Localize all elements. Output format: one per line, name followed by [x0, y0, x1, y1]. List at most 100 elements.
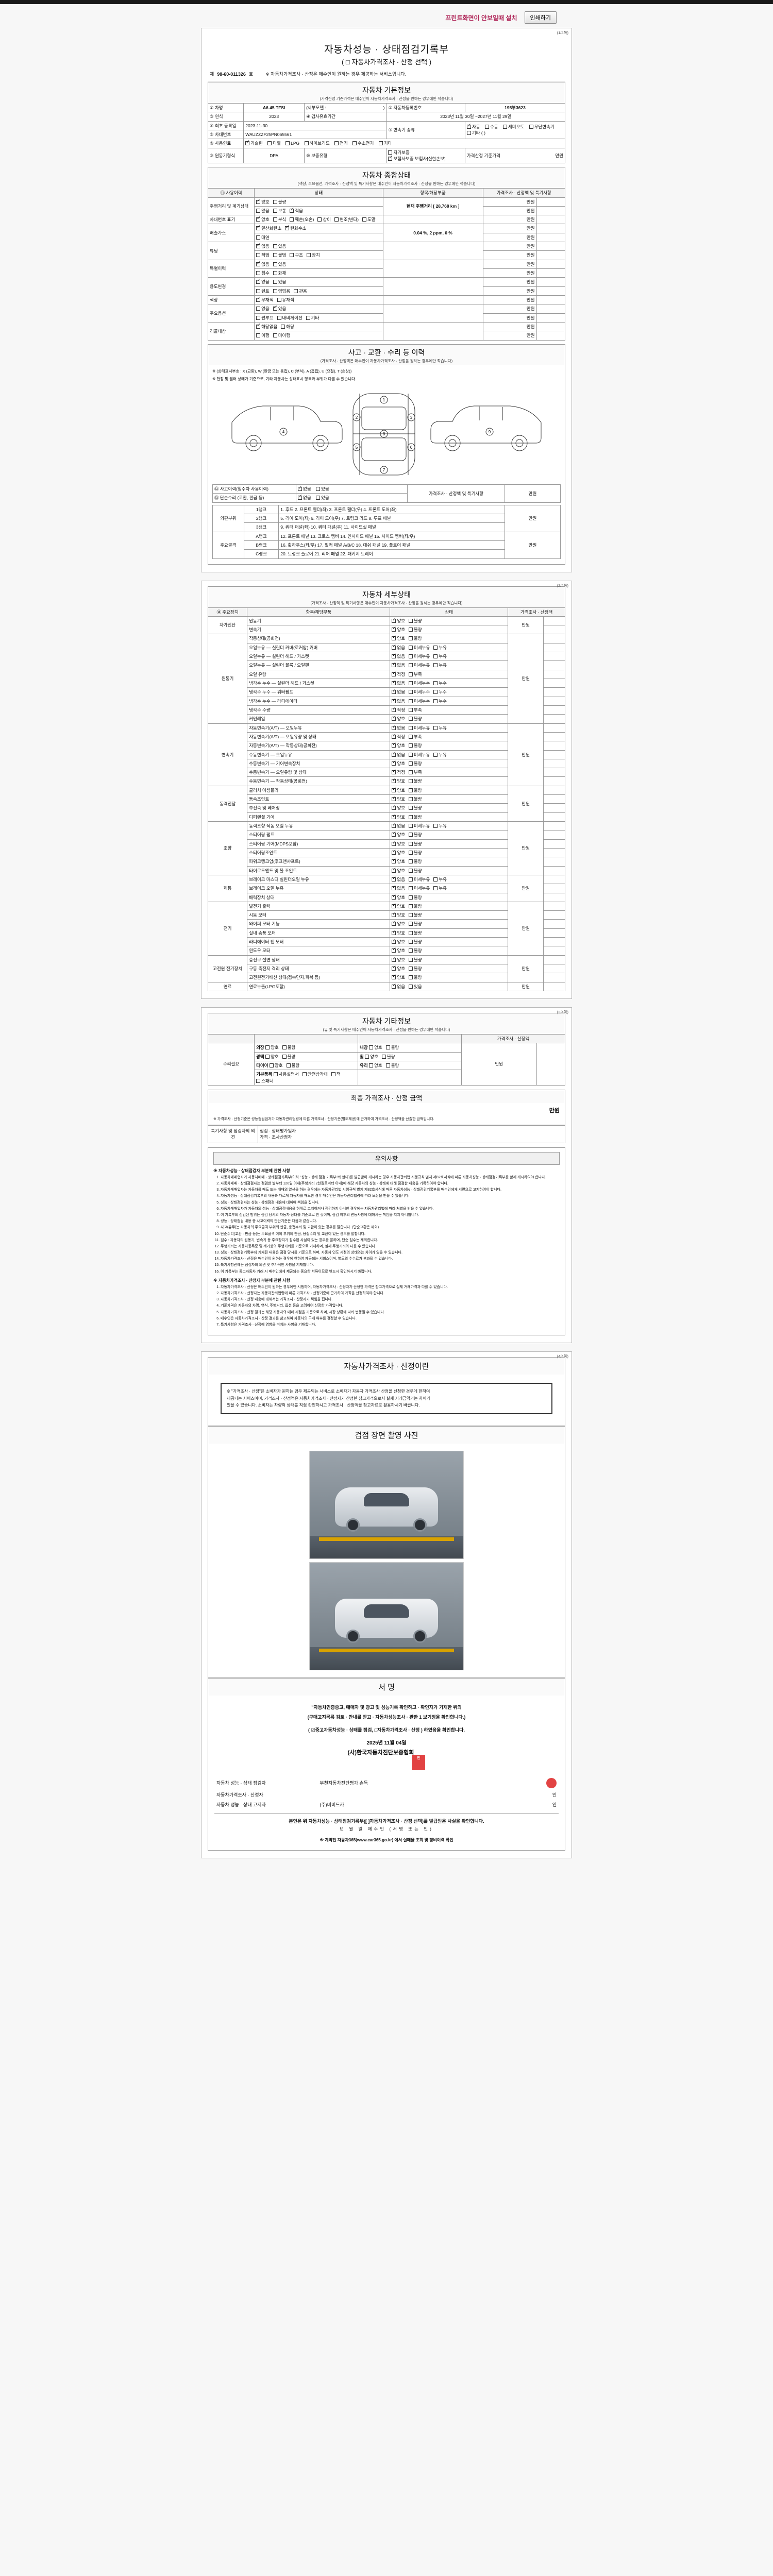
option-누유[interactable]: 누유 [433, 876, 447, 883]
checkbox-icon[interactable] [409, 984, 413, 989]
checkbox-icon[interactable] [392, 733, 396, 739]
detail-note[interactable] [543, 642, 565, 653]
option-장치[interactable]: 장치 [307, 252, 320, 258]
option-없음[interactable]: 없음 [256, 243, 270, 249]
checkbox-icon[interactable] [529, 125, 533, 129]
checkbox-icon[interactable] [316, 496, 321, 500]
option-미세누유[interactable]: 미세누유 [409, 653, 430, 659]
option-없음[interactable]: 없음 [392, 822, 405, 829]
option-썬루프[interactable]: 썬루프 [256, 315, 274, 321]
checkbox-icon[interactable] [392, 769, 396, 775]
checkbox-icon[interactable] [392, 724, 396, 730]
detail-note[interactable] [543, 874, 565, 885]
checkbox-icon[interactable] [388, 150, 393, 155]
checkbox-icon[interactable] [273, 1072, 278, 1077]
option-불량[interactable]: 불량 [409, 716, 422, 722]
option-없음[interactable]: 없음 [392, 724, 405, 731]
checkbox-icon[interactable] [409, 957, 413, 962]
checkbox-icon[interactable] [273, 199, 277, 204]
option-불량[interactable]: 불량 [409, 930, 422, 936]
warranty-insurer[interactable]: 보험사보증 보험사[신한손보] [388, 155, 445, 162]
detail-note[interactable] [543, 714, 565, 724]
detail-note[interactable] [543, 955, 565, 965]
option-무채색[interactable]: 무채색 [256, 296, 274, 303]
checkbox-icon[interactable] [369, 1045, 374, 1050]
opt-manual[interactable]: 수동 [484, 124, 498, 130]
option-양호[interactable]: 양호 [369, 1044, 382, 1050]
option-불량[interactable]: 불량 [409, 805, 422, 811]
option-침수[interactable]: 침수 [256, 270, 270, 276]
option-적음[interactable]: 적음 [290, 207, 303, 214]
checkbox-icon[interactable] [256, 261, 261, 266]
checkbox-icon[interactable] [281, 324, 285, 329]
checkbox-icon[interactable] [409, 654, 413, 659]
option-양호[interactable]: 양호 [369, 1062, 382, 1069]
option-있음[interactable]: 있음 [273, 279, 286, 285]
option-불량[interactable]: 불량 [286, 1062, 299, 1069]
checkbox-icon[interactable] [392, 911, 396, 918]
option-양호[interactable]: 양호 [392, 760, 405, 767]
checkbox-icon[interactable] [409, 967, 413, 971]
option-양호[interactable]: 양호 [392, 795, 405, 802]
checkbox-icon[interactable] [392, 680, 396, 685]
checkbox-icon[interactable] [256, 235, 261, 240]
checkbox-icon[interactable] [409, 770, 413, 775]
option-이행[interactable]: 이행 [256, 332, 270, 338]
option-불량[interactable]: 불량 [409, 618, 422, 624]
checkbox-icon[interactable] [433, 725, 438, 730]
option-미세누유[interactable]: 미세누유 [409, 823, 430, 829]
option-불량[interactable]: 불량 [409, 796, 422, 802]
option-사용설명서[interactable]: 사용설명서 [273, 1071, 299, 1077]
checkbox-icon[interactable] [392, 688, 396, 694]
fuel-electric[interactable]: 전기 [334, 140, 348, 146]
detail-note[interactable] [543, 963, 565, 974]
option-있음[interactable]: 있음 [409, 984, 422, 990]
overall-row-note[interactable] [536, 286, 566, 296]
checkbox-icon[interactable] [256, 243, 261, 249]
option-양호[interactable]: 양호 [392, 849, 405, 856]
option-양호[interactable]: 양호 [392, 840, 405, 847]
option-양호[interactable]: 양호 [392, 911, 405, 918]
checkbox-icon[interactable] [502, 125, 507, 129]
detail-note[interactable] [543, 981, 565, 991]
checkbox-icon[interactable] [392, 787, 396, 792]
option-화재[interactable]: 화재 [273, 270, 286, 276]
detail-note[interactable] [543, 776, 565, 786]
option-불량[interactable]: 불량 [409, 903, 422, 909]
checkbox-icon[interactable] [256, 1078, 261, 1083]
opt-auto[interactable]: 자동 [466, 123, 480, 130]
overall-row-note[interactable] [536, 321, 566, 332]
option-도말[interactable]: 도말 [362, 216, 376, 223]
option-불량[interactable]: 불량 [409, 787, 422, 793]
checkbox-icon[interactable] [286, 1063, 291, 1067]
option-기타[interactable]: 기타 [306, 315, 319, 321]
checkbox-icon[interactable] [392, 653, 396, 659]
option-없음[interactable]: 없음 [392, 751, 405, 758]
option-양호[interactable]: 양호 [392, 858, 405, 865]
checkbox-icon[interactable] [392, 831, 396, 837]
checkbox-icon[interactable] [381, 1054, 386, 1059]
checkbox-icon[interactable] [409, 940, 413, 944]
detail-note[interactable] [543, 634, 565, 643]
checkbox-icon[interactable] [392, 947, 396, 953]
detail-note[interactable] [543, 830, 565, 840]
checkbox-icon[interactable] [273, 253, 277, 258]
option-없음[interactable]: 없음 [256, 278, 270, 285]
checkbox-icon[interactable] [409, 930, 413, 935]
option-적법[interactable]: 적법 [256, 252, 270, 258]
checkbox-icon[interactable] [290, 217, 294, 222]
option-없음[interactable]: 없음 [392, 680, 405, 686]
checkbox-icon[interactable] [256, 315, 261, 320]
option-양호[interactable]: 양호 [365, 1054, 378, 1060]
checkbox-icon[interactable] [392, 777, 396, 784]
detail-note[interactable] [543, 946, 565, 956]
option-양호[interactable]: 양호 [392, 965, 405, 972]
option-미이행[interactable]: 미이행 [273, 332, 290, 338]
checkbox-icon[interactable] [392, 742, 396, 748]
checkbox-icon[interactable] [267, 141, 272, 146]
checkbox-icon[interactable] [409, 752, 413, 757]
checkbox-icon[interactable] [392, 706, 396, 712]
checkbox-icon[interactable] [256, 307, 261, 311]
overall-row-note[interactable] [536, 259, 566, 269]
checkbox-icon[interactable] [385, 1045, 390, 1050]
